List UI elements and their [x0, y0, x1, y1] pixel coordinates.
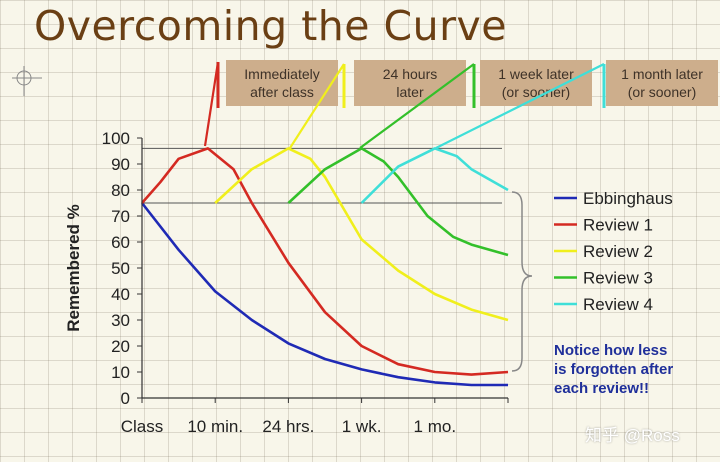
y-tick-label-30: 30: [111, 311, 130, 330]
callout-immediately: Immediately after class: [226, 60, 338, 106]
series-line-0: [140, 202, 508, 387]
watermark-text: 知乎 @Ross: [585, 426, 680, 445]
legend-label-2: Review 2: [583, 242, 653, 261]
callout-1-month-text: 1 month later (or sooner): [621, 66, 703, 100]
y-tick-label-20: 20: [111, 337, 130, 356]
page-title: Overcoming the Curve: [34, 2, 507, 50]
legend-brace: [511, 191, 533, 372]
legend-label-0: Ebbinghaus: [583, 189, 673, 208]
pointer-line-1: [289, 63, 345, 149]
pointer-line-0: [203, 61, 220, 147]
series-line-3: [287, 147, 509, 257]
callout-1-month: 1 month later (or sooner): [606, 60, 718, 106]
y-tick-label-80: 80: [111, 181, 130, 200]
legend-label-1: Review 1: [583, 216, 653, 235]
y-tick-label-60: 60: [111, 233, 130, 252]
y-tick-label-0: 0: [121, 389, 130, 408]
y-tick-label-10: 10: [111, 363, 130, 382]
x-tick-label-1: 10 min.: [187, 417, 243, 436]
y-tick-label-70: 70: [111, 207, 130, 226]
y-axis-label: Remembered %: [64, 204, 83, 332]
crosshair-icon: [12, 66, 42, 96]
callout-24-hours-text: 24 hours later: [382, 66, 438, 100]
x-tick-label-3: 1 wk.: [342, 417, 382, 436]
x-tick-label-0: Class: [121, 417, 164, 436]
pointer-line-2: [359, 63, 475, 149]
y-tick-label-90: 90: [111, 155, 130, 174]
note-text: Notice how less is forgotten after each …: [554, 342, 674, 397]
series-line-1: [141, 147, 509, 376]
legend-label-4: Review 4: [583, 295, 653, 314]
legend-label-3: Review 3: [583, 269, 653, 288]
callout-immediately-text: Immediately after class: [244, 66, 320, 100]
series-line-4: [360, 147, 509, 204]
series-line-2: [214, 147, 509, 322]
callout-1-week-text: 1 week later (or sooner): [498, 66, 574, 100]
y-tick-label-100: 100: [102, 129, 130, 148]
pointer-line-3: [435, 63, 605, 149]
x-tick-label-4: 1 mo.: [414, 417, 457, 436]
y-tick-label-40: 40: [111, 285, 130, 304]
y-tick-label-50: 50: [111, 259, 130, 278]
x-tick-label-2: 24 hrs.: [262, 417, 314, 436]
